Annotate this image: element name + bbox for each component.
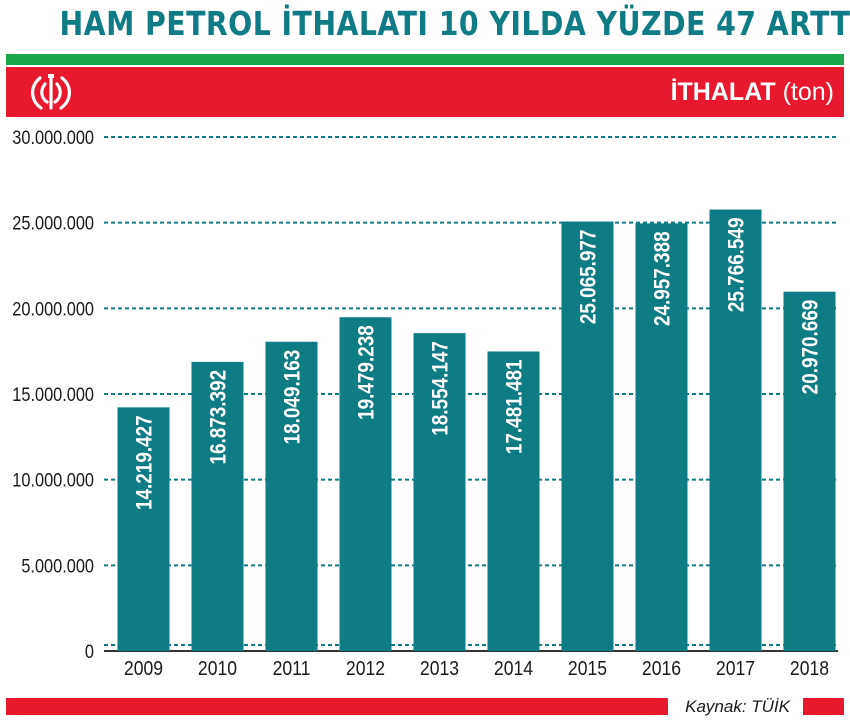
bar-value-label: 16.873.392 — [206, 370, 231, 465]
y-tick-label: 30.000.000 — [12, 127, 94, 148]
bar-value-label: 19.479.238 — [354, 325, 379, 420]
red-stripe — [6, 67, 844, 117]
bar — [709, 209, 762, 651]
y-tick-label: 25.000.000 — [12, 213, 94, 234]
bar — [561, 221, 614, 651]
bar — [487, 351, 540, 651]
x-tick-label: 2015 — [568, 657, 607, 679]
bar-value-label: 24.957.388 — [650, 231, 675, 326]
bar — [339, 317, 392, 651]
unit-label: İTHALAT (ton) — [671, 78, 834, 107]
bar — [635, 223, 688, 651]
x-tick-label: 2016 — [642, 657, 681, 679]
footer-stripe-left — [6, 698, 668, 715]
source-label: Kaynak: TÜİK — [685, 697, 790, 716]
x-tick-label: 2013 — [420, 657, 459, 679]
x-tick-label: 2010 — [198, 657, 237, 679]
bar — [191, 361, 244, 651]
iran-emblem-icon — [31, 74, 71, 110]
bar-value-label: 18.049.163 — [280, 350, 305, 445]
bar — [413, 333, 466, 651]
bar-value-label: 14.219.427 — [132, 415, 157, 510]
page-title: HAM PETROL İTHALATI 10 YILDA YÜZDE 47 AR… — [59, 4, 850, 43]
bar-value-label: 20.970.669 — [798, 300, 823, 395]
bar — [117, 407, 170, 651]
unit-label-normal: (ton) — [775, 78, 834, 106]
bar-value-label: 25.065.977 — [576, 230, 601, 325]
footer-stripe-right — [803, 698, 844, 715]
y-tick-label: 0 — [85, 641, 94, 662]
x-tick-label: 2012 — [346, 657, 385, 679]
green-stripe — [6, 54, 844, 65]
x-tick-label: 2011 — [273, 657, 311, 679]
x-tick-label: 2009 — [124, 657, 163, 679]
x-tick-label: 2014 — [494, 657, 533, 679]
bar-value-label: 25.766.549 — [724, 218, 749, 313]
x-tick-label: 2017 — [716, 657, 755, 679]
x-tick-label: 2018 — [790, 657, 829, 679]
y-tick-label: 5.000.000 — [21, 555, 94, 576]
bar — [783, 291, 836, 651]
bar — [265, 341, 318, 651]
y-tick-label: 20.000.000 — [12, 298, 94, 319]
y-tick-label: 10.000.000 — [12, 470, 94, 491]
y-tick-label: 15.000.000 — [12, 384, 94, 405]
unit-label-bold: İTHALAT — [670, 78, 776, 106]
bar-value-label: 17.481.481 — [502, 359, 527, 454]
bar-value-label: 18.554.147 — [428, 341, 453, 436]
